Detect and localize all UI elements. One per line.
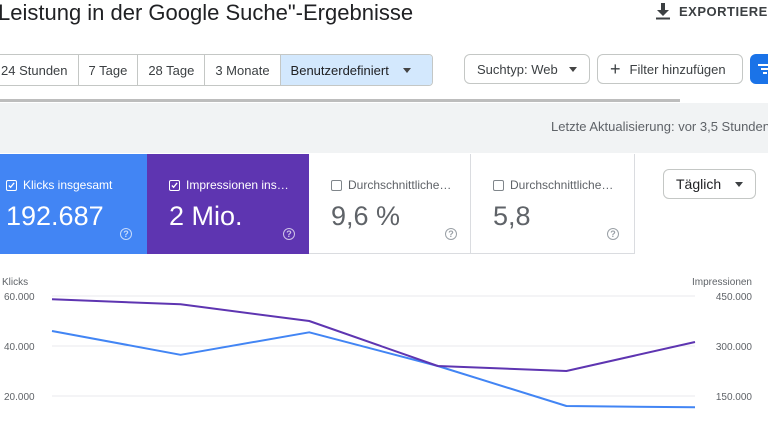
chevron-down-icon [569,66,577,72]
range-option-28d[interactable]: 28 Tage [138,55,206,85]
metric-card-clicks[interactable]: Klicks insgesamt 192.687 ? [0,154,147,254]
help-icon[interactable]: ? [445,228,457,240]
checkbox-unchecked-icon[interactable] [493,179,504,191]
metric-value: 9,6 % [331,201,401,231]
range-option-label: 28 Tage [148,62,195,78]
download-icon [655,2,671,20]
range-option-7d[interactable]: 7 Tage [79,55,139,85]
performance-chart: Klicks Impressionen 60.000 40.000 20.000 45… [2,277,753,409]
range-option-custom[interactable]: Benutzerdefiniert [280,55,432,85]
series-line-clicks [51,330,696,409]
left-tick-label: 20.000 [4,392,35,403]
range-option-label: 3 Monate [215,62,270,78]
export-label: EXPORTIEREN [679,3,768,19]
search-type-dropdown[interactable]: Suchtyp: Web [464,54,590,84]
add-filter-button[interactable]: + Filter hinzufügen [597,54,743,84]
metric-label: Durchschnittliche… [510,178,614,192]
date-range-selector: 24 Stunden 7 Tage 28 Tage 3 Monate Benut… [0,54,433,86]
metric-card-position[interactable]: Durchschnittliche… 5,8 ? [471,154,635,254]
left-tick-label: 40.000 [4,342,35,353]
metric-card-ctr[interactable]: Durchschnittliche… 9,6 % ? [309,154,471,254]
metric-label: Durchschnittliche… [348,178,452,192]
range-option-label: Benutzerdefiniert [290,62,389,78]
range-option-label: 7 Tage [88,62,128,78]
right-axis-label: Impressionen [692,277,752,288]
range-option-24h[interactable]: 24 Stunden [0,55,79,85]
chevron-down-icon [402,67,411,73]
granularity-label: Täglich [676,176,722,192]
left-axis-label: Klicks [2,277,28,288]
filter-menu-button[interactable] [750,54,768,84]
help-icon[interactable]: ? [283,228,295,240]
metric-label: Klicks insgesamt [23,178,113,192]
chevron-down-icon [735,181,743,187]
plus-icon: + [610,59,621,79]
metric-card-impressions[interactable]: Impressionen ins… 2 Mio. ? [147,154,309,254]
range-option-label: 24 Stunden [1,62,68,78]
granularity-dropdown[interactable]: Täglich [663,169,756,199]
filter-icon [758,64,768,74]
metric-value: 5,8 [493,201,531,231]
metric-label: Impressionen ins… [186,178,289,192]
checkbox-unchecked-icon[interactable] [331,179,342,191]
right-tick-label: 300.000 [716,342,753,353]
add-filter-label: Filter hinzufügen [629,61,726,77]
right-tick-label: 450.000 [716,292,753,303]
left-tick-label: 60.000 [4,292,35,303]
horizontal-scrollbar[interactable] [0,99,680,102]
checkbox-checked-icon[interactable] [6,179,17,191]
last-update-text: Letzte Aktualisierung: vor 3,5 Stunden [551,119,768,134]
range-option-3m[interactable]: 3 Monate [205,55,281,85]
update-info-bar [0,103,768,153]
export-button[interactable]: EXPORTIEREN [655,0,768,22]
series-line-impressions [51,298,696,372]
page-title: Leistung in der Google Suche"-Ergebnisse [0,0,414,25]
metric-value: 192.687 [6,201,104,231]
search-type-label: Suchtyp: Web [477,61,558,77]
right-tick-label: 150.000 [716,392,753,403]
help-icon[interactable]: ? [607,228,619,240]
checkbox-checked-icon[interactable] [169,179,180,191]
metric-value: 2 Mio. [169,201,243,231]
help-icon[interactable]: ? [120,228,132,240]
